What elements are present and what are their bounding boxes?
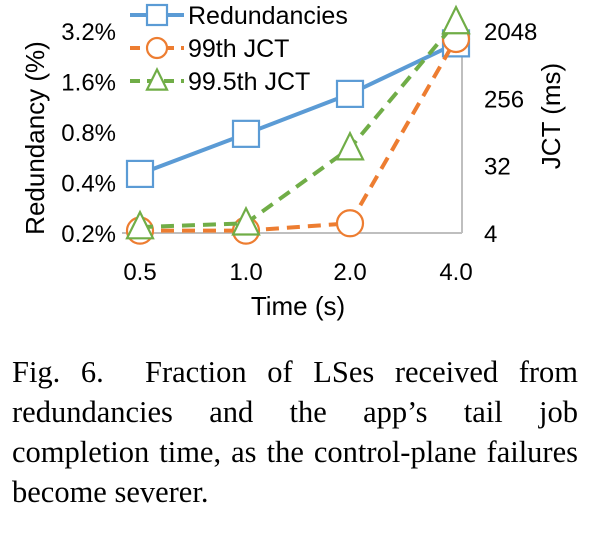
legend-marker-99th-jct bbox=[145, 36, 169, 60]
caption-gap bbox=[104, 355, 145, 389]
figure-caption: Fig. 6. Fraction of LSes received from r… bbox=[12, 352, 578, 512]
legend-label-redundancies: Redundancies bbox=[188, 2, 348, 30]
x-axis-title: Time (s) bbox=[251, 291, 345, 321]
legend-label-99th-jct: 99th JCT bbox=[188, 35, 289, 63]
data-point-redundancies bbox=[125, 159, 155, 189]
x-tick-label: 0.5 bbox=[123, 259, 156, 286]
x-tick-label: 2.0 bbox=[333, 259, 366, 286]
data-point-redundancies bbox=[231, 119, 261, 148]
right-tick-label: 256 bbox=[484, 86, 524, 113]
right-tick-label: 2048 bbox=[484, 19, 537, 46]
left-tick-label: 0.4% bbox=[61, 171, 116, 198]
right-axis-title: JCT (ms) bbox=[536, 63, 566, 169]
series-line-redundancies bbox=[139, 41, 457, 176]
data-point-99-5th-jct bbox=[125, 209, 155, 240]
chart: 0.2% 0.4% 0.8% 1.6% 3.2% 4 32 256 2048 0.5 1.0 2.0 4… bbox=[20, 2, 566, 321]
left-tick-label: 0.2% bbox=[61, 221, 116, 248]
series-line-99-5th-jct bbox=[139, 20, 458, 230]
x-tick-label: 1.0 bbox=[229, 259, 262, 286]
right-tick-label: 32 bbox=[484, 154, 511, 181]
caption-label: Fig. 6. bbox=[12, 355, 104, 389]
left-tick-label: 3.2% bbox=[61, 19, 116, 46]
legend-label-99-5th-jct: 99.5th JCT bbox=[188, 68, 310, 96]
legend-marker-99-5th-jct bbox=[145, 67, 169, 91]
legend-marker-redundancies bbox=[145, 3, 169, 27]
legend: Redundancies 99th JCT 99.5th JCT bbox=[130, 2, 348, 96]
axes: 0.2% 0.4% 0.8% 1.6% 3.2% 4 32 256 2048 0.5 1.0 2.0 4… bbox=[20, 19, 566, 321]
series-layer bbox=[125, 4, 471, 245]
x-tick-label: 4.0 bbox=[439, 259, 472, 286]
caption-text: Fraction of LSes received from redundanc… bbox=[12, 355, 586, 509]
left-tick-label: 1.6% bbox=[61, 70, 116, 97]
data-point-99-5th-jct bbox=[335, 130, 365, 161]
data-point-redundancies bbox=[335, 79, 365, 108]
data-point-99-5th-jct bbox=[231, 205, 261, 236]
data-point-99th-jct bbox=[335, 209, 365, 238]
left-axis-title: Redundancy (%) bbox=[20, 41, 50, 235]
right-tick-label: 4 bbox=[484, 221, 497, 248]
series-line-99th-jct bbox=[140, 37, 458, 233]
left-tick-label: 0.8% bbox=[61, 120, 116, 147]
data-point-99-5th-jct bbox=[441, 4, 471, 35]
